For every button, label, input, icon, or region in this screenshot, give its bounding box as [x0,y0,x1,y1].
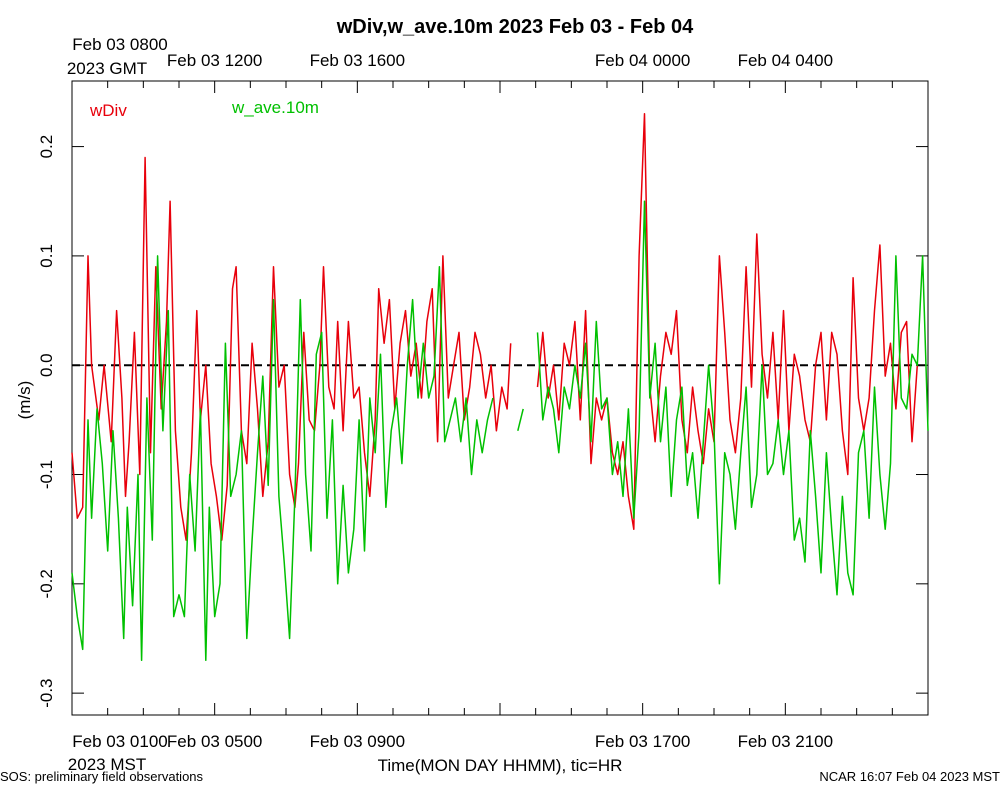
top-axis-labels: Feb 03 0800 2023 GMT Feb 03 1200 Feb 03 160… [67,35,833,78]
chart-title: wDiv,w_ave.10m 2023 Feb 03 - Feb 04 [336,16,694,38]
series-line-w-ave-10m [517,408,524,431]
x-axis-label: Time(MON DAY HHMM), tic=HR [378,756,623,775]
top-axis-label-zone: 2023 GMT [67,59,147,78]
x-ticks [71,81,929,715]
footer-right: NCAR 16:07 Feb 04 2023 MST [819,769,1000,784]
series-line-w-ave-10m [71,255,494,662]
bottom-axis-label: Feb 03 1700 [595,732,690,751]
y-ticks [72,146,928,694]
legend-w-ave: w_ave.10m [231,98,319,117]
y-tick-label: 0.2 [37,135,56,159]
y-tick-label: -0.3 [37,678,56,707]
y-tick-labels: -0.3 -0.2 -0.1 0.0 0.1 0.2 [37,135,56,708]
series-group [71,113,929,662]
bottom-axis-label: Feb 03 0100 [72,732,167,751]
bottom-axis-label: Feb 03 0500 [167,732,262,751]
top-axis-label: Feb 04 0400 [738,51,833,70]
top-axis-label: Feb 03 1600 [310,51,405,70]
top-axis-label: Feb 03 0800 [72,35,167,54]
top-axis-label: Feb 04 0000 [595,51,690,70]
legend-wdiv: wDiv [89,101,127,120]
y-tick-label: 0.0 [37,353,56,377]
series-line-wdiv [536,113,919,530]
bottom-axis-label-zone: 2023 MST [68,755,146,774]
series-line-wdiv [71,156,512,541]
series-line-w-ave-10m [536,200,929,596]
y-tick-label: -0.1 [37,460,56,489]
top-axis-label: Feb 03 1200 [167,51,262,70]
bottom-axis-labels: Feb 03 0100 2023 MST Feb 03 0500 Feb 03 090… [68,732,833,774]
bottom-axis-label: Feb 03 0900 [310,732,405,751]
y-tick-label: 0.1 [37,244,56,268]
y-tick-label: -0.2 [37,569,56,598]
bottom-axis-label: Feb 03 2100 [738,732,833,751]
y-axis-label: (m/s) [15,381,34,420]
footer-left: SOS: preliminary field observations [0,769,204,784]
